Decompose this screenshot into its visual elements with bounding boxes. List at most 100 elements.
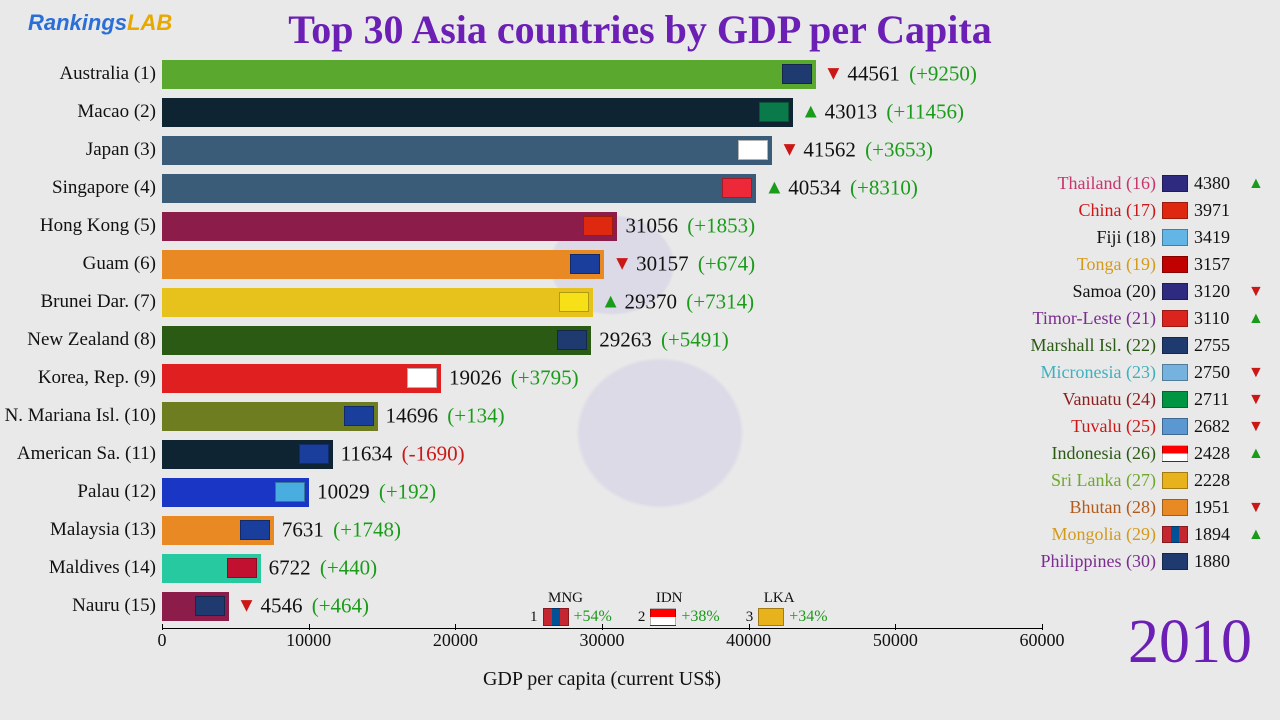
side-label: Thailand (16) [1058,173,1156,194]
side-value: 1951 [1194,497,1242,518]
arrow-down-icon: ▼ [612,253,632,276]
x-tick: 10000 [286,630,331,651]
bar-value: 11634 (-1690) [341,442,465,467]
side-value: 2682 [1194,416,1242,437]
flag-icon [1162,337,1188,354]
side-arrow: ▲ [1248,526,1260,544]
flag-icon [559,292,589,312]
side-arrow: ▼ [1248,418,1260,436]
side-row: Timor-Leste (21)3110▲ [999,305,1260,332]
growth-pct: +54% [574,608,612,626]
side-row: Vanuatu (24)2711▼ [999,386,1260,413]
bar-label: Singapore (4) [52,177,162,199]
tick-mark [309,624,310,630]
side-arrow: ▲ [1248,175,1260,193]
bar [162,554,261,583]
side-row: Fiji (18)3419 [999,224,1260,251]
bar [162,60,816,89]
flag-icon [227,558,257,578]
arrow-down-icon: ▼ [824,63,844,86]
side-arrow: ▲ [1248,310,1260,328]
bar [162,136,772,165]
x-tick: 30000 [580,630,625,651]
growth-pct: +34% [789,608,827,626]
flag-icon [407,368,437,388]
flag-icon [1162,256,1188,273]
flag-icon [1162,526,1188,543]
side-label: Sri Lanka (27) [1051,470,1156,491]
bar-row: Australia (1)▼44561 (+9250) [162,58,1042,90]
side-value: 2228 [1194,470,1242,491]
top-growth-panel: MNG1+54%IDN2+38%LKA3+34% [530,608,828,626]
bar-row: New Zealand (8)29263 (+5491) [162,324,1042,356]
bar [162,364,441,393]
tick-mark [162,624,163,630]
bar [162,592,229,621]
side-value: 2750 [1194,362,1242,383]
side-label: Timor-Leste (21) [1033,308,1156,329]
rank-16-30-list: Thailand (16)4380▲China (17)3971Fiji (18… [999,170,1260,575]
bar-row: Maldives (14)6722 (+440) [162,552,1042,584]
growth-item: MNG1+54% [530,608,612,626]
growth-rank: 1 [530,609,538,626]
side-label: Mongolia (29) [1052,524,1156,545]
bar-chart: Australia (1)▼44561 (+9250)Macao (2)▲430… [162,58,1042,628]
side-label: Samoa (20) [1073,281,1156,302]
bar-value: ▼30157 (+674) [612,252,755,277]
tick-mark [455,624,456,630]
side-value: 3971 [1194,200,1242,221]
side-label: Fiji (18) [1096,227,1156,248]
bar-value: 10029 (+192) [317,480,436,505]
growth-code: LKA [764,590,795,607]
x-tick: 40000 [726,630,771,651]
arrow-down-icon: ▼ [237,595,257,618]
bar-row: American Sa. (11)11634 (-1690) [162,438,1042,470]
bar-value: ▼41562 (+3653) [780,138,933,163]
bar-value: 19026 (+3795) [449,366,579,391]
bar [162,478,309,507]
bar-row: Brunei Dar. (7)▲29370 (+7314) [162,286,1042,318]
bar [162,516,274,545]
flag-icon [543,608,569,626]
flag-icon [1162,553,1188,570]
side-value: 1880 [1194,551,1242,572]
side-arrow: ▼ [1248,391,1260,409]
tick-mark [895,624,896,630]
bar-label: Korea, Rep. (9) [38,367,162,389]
bar-label: American Sa. (11) [17,443,162,465]
bar-label: Australia (1) [59,63,162,85]
flag-icon [782,64,812,84]
bar-value: 14696 (+134) [386,404,505,429]
flag-icon [1162,391,1188,408]
year-label: 2010 [1128,607,1252,678]
side-arrow: ▼ [1248,283,1260,301]
bar [162,440,333,469]
side-label: Philippines (30) [1041,551,1157,572]
side-value: 1894 [1194,524,1242,545]
side-value: 2428 [1194,443,1242,464]
flag-icon [583,216,613,236]
growth-rank: 2 [638,609,646,626]
side-row: Sri Lanka (27) 2228 [999,467,1260,494]
flag-icon [1162,202,1188,219]
side-value: 4380 [1194,173,1242,194]
bar [162,402,378,431]
side-row: Mongolia (29) 1894 ▲ [999,521,1260,548]
flag-icon [1162,175,1188,192]
bar [162,326,591,355]
side-arrow: ▲ [1248,445,1260,463]
side-label: Tuvalu (25) [1071,416,1156,437]
bar-row: Guam (6)▼30157 (+674) [162,248,1042,280]
arrow-up-icon: ▲ [764,177,784,200]
bar-row: N. Mariana Isl. (10)14696 (+134) [162,400,1042,432]
side-arrow: ▼ [1248,499,1260,517]
side-row: China (17)3971 [999,197,1260,224]
flag-icon [759,102,789,122]
flag-icon [344,406,374,426]
flag-icon [1162,472,1188,489]
side-row: Marshall Isl. (22)2755 [999,332,1260,359]
bar [162,212,617,241]
side-value: 2755 [1194,335,1242,356]
bar-label: New Zealand (8) [27,329,162,351]
side-label: Micronesia (23) [1041,362,1156,383]
